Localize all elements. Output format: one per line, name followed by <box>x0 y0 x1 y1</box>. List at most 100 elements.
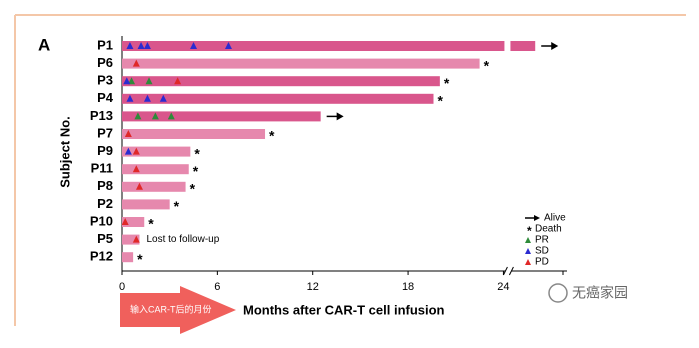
response-marker <box>190 42 198 49</box>
response-marker <box>132 235 140 243</box>
axis-break-mark <box>508 266 514 276</box>
y-tick-label: P5 <box>97 231 113 246</box>
response-marker <box>143 94 151 102</box>
legend-marker <box>525 248 531 254</box>
caption-arrow <box>120 286 236 334</box>
response-marker <box>135 182 143 190</box>
y-tick-label: P9 <box>97 143 113 158</box>
arrow-marker <box>541 42 559 50</box>
asterisk: * <box>174 198 180 214</box>
watermark-text: 无癌家园 <box>572 285 628 301</box>
x-tick-label: 24 <box>497 281 509 293</box>
x-tick-label: 12 <box>307 281 319 293</box>
bar <box>122 111 321 122</box>
response-marker <box>174 77 182 85</box>
axis-break-mark <box>502 266 508 276</box>
response-marker <box>132 165 140 173</box>
arrow-head <box>551 42 559 50</box>
asterisk: * <box>148 216 154 232</box>
y-tick-label: P13 <box>90 108 113 123</box>
response-marker <box>137 42 145 49</box>
response-marker <box>124 130 132 137</box>
response-marker <box>123 77 131 85</box>
arrow-marker <box>326 112 344 121</box>
asterisk-marker: * <box>194 145 200 161</box>
y-tick-label: P4 <box>97 90 114 105</box>
x-caption: 输入CAR-T后的月份 <box>130 303 212 314</box>
asterisk-marker: * <box>444 75 450 91</box>
watermark-icon <box>548 283 568 303</box>
response-marker <box>121 218 129 225</box>
x-tick-label: 6 <box>214 281 220 293</box>
y-axis-label: Subject No. <box>57 116 72 188</box>
bar <box>122 199 170 210</box>
bar-break-gap <box>504 40 511 52</box>
watermark: 无癌家园 <box>548 283 628 303</box>
bar <box>122 252 134 263</box>
asterisk: * <box>137 251 143 267</box>
legend-label: SD <box>535 246 549 257</box>
asterisk-marker: * <box>193 163 199 179</box>
panel-label: A <box>38 35 50 54</box>
bar <box>122 93 434 104</box>
response-marker <box>126 42 134 49</box>
asterisk-marker: * <box>174 198 180 214</box>
bar <box>122 41 536 51</box>
bar <box>122 76 440 87</box>
asterisk: * <box>444 75 450 91</box>
y-tick-label: P8 <box>97 178 113 193</box>
axis-break-gap <box>505 268 512 274</box>
response-marker <box>159 94 167 102</box>
bar <box>122 164 189 175</box>
y-tick-label: P1 <box>97 37 113 52</box>
asterisk: * <box>193 163 199 179</box>
legend-label: Death <box>535 224 562 235</box>
asterisk-marker: * <box>137 251 143 267</box>
legend-marker <box>525 259 531 265</box>
response-marker <box>126 94 134 102</box>
asterisk-marker: * <box>148 216 154 232</box>
response-marker <box>143 42 151 49</box>
response-marker <box>128 77 136 85</box>
bar <box>122 217 145 227</box>
legend-asterisk: * <box>527 224 532 238</box>
asterisk: * <box>194 145 200 161</box>
bar <box>122 146 191 157</box>
y-tick-label: P3 <box>97 73 113 88</box>
x-axis-label: Months after CAR-T cell infusion <box>243 302 445 317</box>
y-tick-label: P11 <box>91 161 113 176</box>
asterisk: * <box>190 181 196 197</box>
asterisk: * <box>269 128 275 144</box>
legend-label: PR <box>535 235 549 246</box>
x-tick-label: 0 <box>119 281 125 293</box>
response-marker <box>167 112 175 120</box>
bar <box>122 181 186 192</box>
bar <box>122 234 140 245</box>
x-tick-label: 18 <box>402 281 414 293</box>
response-marker <box>145 77 153 85</box>
arrow-head <box>336 112 344 121</box>
y-tick-label: P2 <box>97 196 113 211</box>
y-tick-label: P10 <box>90 213 113 228</box>
legend-marker <box>525 237 531 243</box>
asterisk-marker: * <box>190 181 196 197</box>
asterisk: * <box>484 57 490 73</box>
asterisk-marker: * <box>438 93 444 109</box>
y-tick-label: P6 <box>97 55 113 70</box>
y-tick-label: P7 <box>97 125 113 140</box>
annotation: Lost to follow-up <box>146 234 219 245</box>
y-tick-label: P12 <box>90 249 113 264</box>
asterisk-marker: * <box>484 57 490 73</box>
asterisk-marker: * <box>269 128 275 144</box>
bar <box>122 58 480 69</box>
bar <box>122 129 266 139</box>
response-marker <box>151 112 159 120</box>
response-marker <box>224 42 232 49</box>
response-marker <box>134 112 142 120</box>
response-marker <box>132 59 140 67</box>
asterisk: * <box>438 93 444 109</box>
legend-arrow-head <box>534 215 540 221</box>
legend-label: PD <box>535 257 549 268</box>
